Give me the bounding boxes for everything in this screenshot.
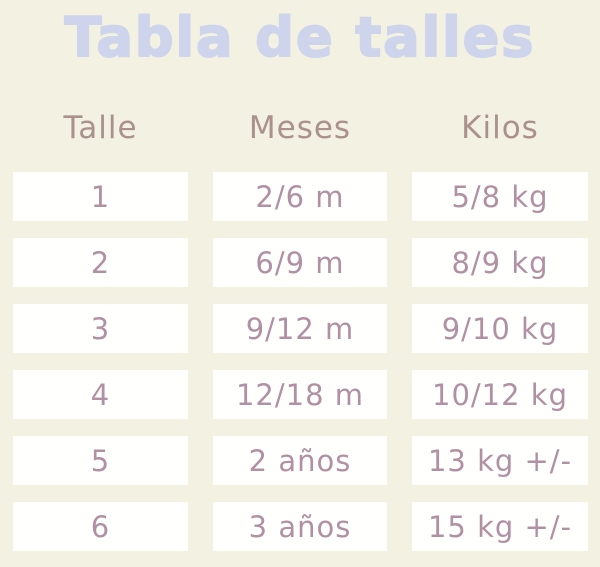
cell-meses-2: 6/9 m xyxy=(213,238,387,287)
cell-kilos-3: 9/10 kg xyxy=(412,304,588,353)
cell-meses-5: 2 años xyxy=(213,436,387,485)
page-title: Tabla de talles xyxy=(64,5,536,70)
cell-talle-4: 4 xyxy=(13,370,188,419)
cell-meses-6: 3 años xyxy=(213,502,387,551)
column-header-talle: Talle xyxy=(63,110,138,146)
cell-kilos-4: 10/12 kg xyxy=(412,370,588,419)
cell-talle-3: 3 xyxy=(13,304,188,353)
cell-talle-5: 5 xyxy=(13,436,188,485)
column-header-kilos: Kilos xyxy=(461,110,539,146)
cell-kilos-5: 13 kg +/- xyxy=(412,436,588,485)
cell-kilos-1: 5/8 kg xyxy=(412,172,588,221)
table-header-row: Talle Meses Kilos xyxy=(0,104,600,152)
cell-talle-2: 2 xyxy=(13,238,188,287)
table-body: 1 2/6 m 5/8 kg 2 6/9 m 8/9 kg 3 9/12 m 9… xyxy=(0,172,600,551)
cell-talle-6: 6 xyxy=(13,502,188,551)
cell-kilos-6: 15 kg +/- xyxy=(412,502,588,551)
cell-meses-3: 9/12 m xyxy=(213,304,387,353)
cell-talle-1: 1 xyxy=(13,172,188,221)
cell-kilos-2: 8/9 kg xyxy=(412,238,588,287)
column-header-meses: Meses xyxy=(248,110,352,146)
cell-meses-4: 12/18 m xyxy=(213,370,387,419)
cell-meses-1: 2/6 m xyxy=(213,172,387,221)
